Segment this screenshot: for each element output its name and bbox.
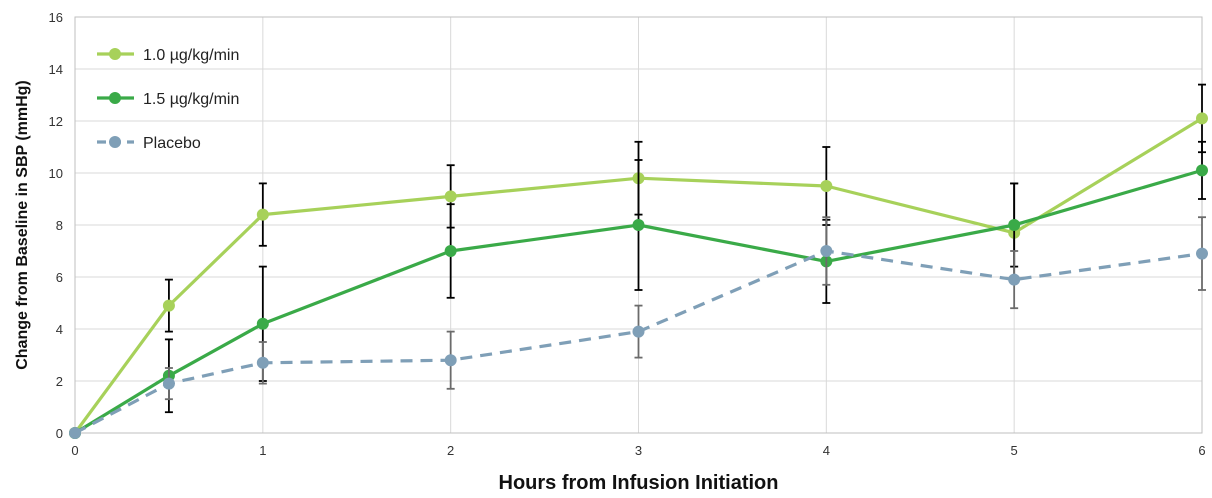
- legend-label: 1.5 µg/kg/min: [143, 91, 239, 108]
- data-point: [820, 180, 833, 192]
- y-tick-label: 10: [49, 166, 63, 181]
- data-point: [256, 317, 269, 330]
- x-tick-labels: 0 1 2 3 4 5 6: [71, 443, 1205, 458]
- y-tick-labels: 0 2 4 6 8 10 12 14 16: [49, 10, 63, 441]
- series-group: [69, 83, 1208, 439]
- data-point: [820, 245, 833, 257]
- error-bars: [164, 216, 1206, 401]
- y-tick-label: 8: [56, 218, 63, 233]
- x-tick-label: 5: [1011, 443, 1018, 458]
- legend: 1.0 µg/kg/min 1.5 µg/kg/min Placebo: [97, 47, 239, 152]
- y-tick-label: 4: [56, 322, 63, 337]
- data-point: [632, 325, 645, 338]
- y-tick-label: 16: [49, 10, 63, 25]
- y-tick-label: 14: [49, 62, 63, 77]
- y-tick-label: 2: [56, 374, 63, 389]
- series-line: [74, 168, 1203, 435]
- x-tick-label: 2: [447, 443, 454, 458]
- data-point: [1196, 164, 1208, 177]
- series-0: [69, 83, 1208, 439]
- data-point: [1008, 219, 1021, 231]
- data-point: [444, 190, 457, 203]
- data-point: [69, 427, 81, 439]
- data-point: [632, 219, 645, 231]
- data-point: [1196, 112, 1208, 125]
- legend-item: 1.0 µg/kg/min: [97, 47, 239, 64]
- legend-swatch-marker: [109, 48, 121, 60]
- data-point: [1196, 247, 1208, 260]
- x-tick-label: 4: [823, 443, 830, 458]
- legend-label: 1.0 µg/kg/min: [143, 47, 239, 64]
- x-tick-label: 0: [71, 443, 78, 458]
- data-point: [256, 356, 269, 369]
- series-2: [69, 216, 1208, 439]
- x-tick-label: 1: [259, 443, 266, 458]
- data-point: [1008, 273, 1021, 286]
- legend-swatch-marker: [109, 92, 121, 104]
- x-tick-label: 3: [635, 443, 642, 458]
- data-point: [256, 208, 269, 221]
- series-line: [74, 249, 1203, 435]
- data-point: [444, 354, 457, 367]
- y-tick-label: 12: [49, 114, 63, 129]
- data-point: [162, 377, 175, 390]
- series-line: [73, 117, 1203, 434]
- legend-swatch-marker: [109, 136, 121, 148]
- y-tick-label: 6: [56, 270, 63, 285]
- legend-label: Placebo: [143, 135, 201, 152]
- y-axis-title: Change from Baseline in SBP (mmHg): [14, 80, 31, 370]
- data-point: [444, 245, 457, 257]
- x-axis-title: Hours from Infusion Initiation: [499, 472, 779, 494]
- x-tick-label: 6: [1198, 443, 1205, 458]
- legend-item: Placebo: [97, 135, 201, 152]
- legend-item: 1.5 µg/kg/min: [97, 91, 239, 108]
- y-tick-label: 0: [56, 426, 63, 441]
- series-1: [69, 140, 1208, 439]
- data-point: [162, 299, 175, 312]
